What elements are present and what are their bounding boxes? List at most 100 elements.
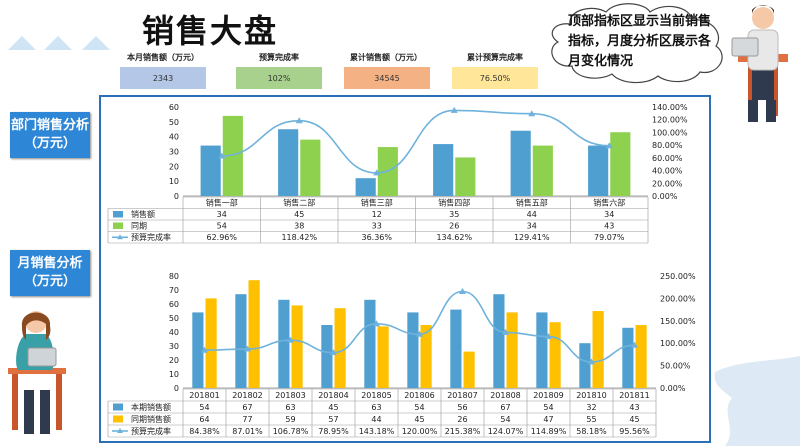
table-cell: 215.38% — [445, 427, 481, 436]
y-tick-label: 0 — [174, 384, 179, 393]
legend-swatch — [113, 415, 123, 423]
legend-label: 同期 — [131, 222, 147, 231]
table-cell: 87.01% — [232, 427, 263, 436]
kpi-value-cumulative-budget-rate: 76.50% — [452, 67, 538, 89]
category-label: 销售一部 — [206, 198, 238, 208]
kpi-label-cumulative-sales: 累计销售额（万元） — [350, 53, 422, 62]
legend-label: 预算完成率 — [131, 232, 171, 242]
table-cell: 45 — [294, 210, 304, 219]
rate-point — [201, 346, 208, 353]
table-cell: 26 — [457, 415, 467, 424]
y-tick-label: 40 — [169, 133, 179, 142]
y-tick-label: 80 — [169, 272, 179, 281]
y-tick-label: 10 — [169, 370, 179, 379]
table-cell: 44 — [371, 415, 381, 424]
rate-point — [218, 152, 226, 159]
kpi-label-cumulative-budget-rate: 累计预算完成率 — [467, 53, 523, 62]
rate-point — [373, 320, 380, 327]
bar-prior — [506, 312, 518, 388]
y2-tick-label: 100.00% — [660, 339, 696, 348]
table-cell: 47 — [543, 415, 553, 424]
table-cell: 84.38% — [189, 427, 220, 436]
table-cell: 134.62% — [436, 233, 472, 242]
table-cell: 26 — [449, 222, 459, 231]
person-illustration-icon — [731, 5, 788, 122]
bar-current — [588, 145, 609, 196]
kpi-label-monthly-sales: 本月销售额（万元） — [127, 53, 199, 62]
table-cell: 54 — [414, 403, 424, 412]
dept-section-label: 部门销售分析（万元） — [10, 112, 90, 158]
y-tick-label: 0 — [174, 192, 179, 201]
y2-tick-label: 20.00% — [652, 179, 683, 188]
bar-current — [493, 294, 505, 388]
rate-point — [528, 110, 536, 117]
y2-tick-label: 120.00% — [652, 116, 688, 125]
y2-tick-label: 0.00% — [660, 384, 686, 393]
category-label: 201806 — [404, 391, 435, 400]
bar-prior — [377, 326, 389, 388]
category-label: 201809 — [533, 391, 564, 400]
bar-prior — [549, 322, 561, 388]
table-cell: 78.95% — [318, 427, 349, 436]
bar-prior — [420, 325, 432, 388]
rate-point — [416, 330, 423, 337]
y-tick-label: 60 — [169, 300, 179, 309]
table-cell: 59 — [285, 415, 295, 424]
table-cell: 35 — [449, 210, 459, 219]
bar-current — [433, 144, 454, 196]
category-label: 销售五部 — [516, 198, 548, 208]
legend-label: 同期销售额 — [131, 414, 171, 424]
table-cell: 38 — [294, 222, 304, 231]
table-cell: 63 — [371, 403, 381, 412]
month-section-label: 月销售分析（万元） — [10, 250, 90, 296]
bar-prior — [532, 145, 553, 196]
table-cell: 58.18% — [576, 427, 607, 436]
analysis-frame — [99, 95, 711, 443]
category-label: 201810 — [576, 391, 607, 400]
table-cell: 33 — [372, 222, 382, 231]
bar-current — [235, 294, 247, 388]
bar-current — [407, 312, 419, 388]
table-cell: 43 — [604, 222, 614, 231]
table-cell: 118.42% — [281, 233, 317, 242]
bar-current — [510, 130, 531, 196]
page-title: 销售大盘 — [142, 12, 279, 50]
bar-prior — [455, 157, 476, 196]
table-cell: 143.18% — [359, 427, 395, 436]
table-cell: 36.36% — [361, 233, 392, 242]
decor-map-icon — [714, 356, 800, 446]
rate-point — [287, 336, 294, 343]
y2-tick-label: 250.00% — [660, 272, 696, 281]
y2-tick-label: 140.00% — [652, 103, 688, 112]
bar-prior — [463, 351, 475, 388]
y-tick-label: 50 — [169, 118, 179, 127]
legend-label: 本期销售额 — [131, 402, 171, 412]
table-cell: 34 — [217, 210, 227, 219]
table-cell: 12 — [372, 210, 382, 219]
y-tick-label: 40 — [169, 328, 179, 337]
table-cell: 54 — [217, 222, 227, 231]
bar-current — [200, 145, 221, 196]
bar-prior — [300, 139, 321, 196]
table-cell: 43 — [629, 403, 639, 412]
table-cell: 95.56% — [619, 427, 650, 436]
y-tick-label: 20 — [169, 162, 179, 171]
bar-current — [579, 343, 591, 388]
legend-swatch — [113, 211, 123, 218]
table-cell: 56 — [457, 403, 467, 412]
y-tick-label: 10 — [169, 177, 179, 186]
rate-line — [204, 290, 635, 363]
rate-point — [330, 349, 337, 356]
decor-arrows-icon — [8, 36, 110, 50]
category-label: 201808 — [490, 391, 521, 400]
table-cell: 34 — [527, 222, 537, 231]
table-cell: 54 — [199, 403, 209, 412]
y2-tick-label: 50.00% — [660, 362, 691, 371]
legend-swatch — [113, 222, 123, 229]
bar-current — [278, 129, 299, 196]
y2-tick-label: 200.00% — [660, 294, 696, 303]
bar-current — [364, 299, 376, 388]
callout-cloud-icon — [551, 3, 723, 84]
y-tick-label: 50 — [169, 314, 179, 323]
